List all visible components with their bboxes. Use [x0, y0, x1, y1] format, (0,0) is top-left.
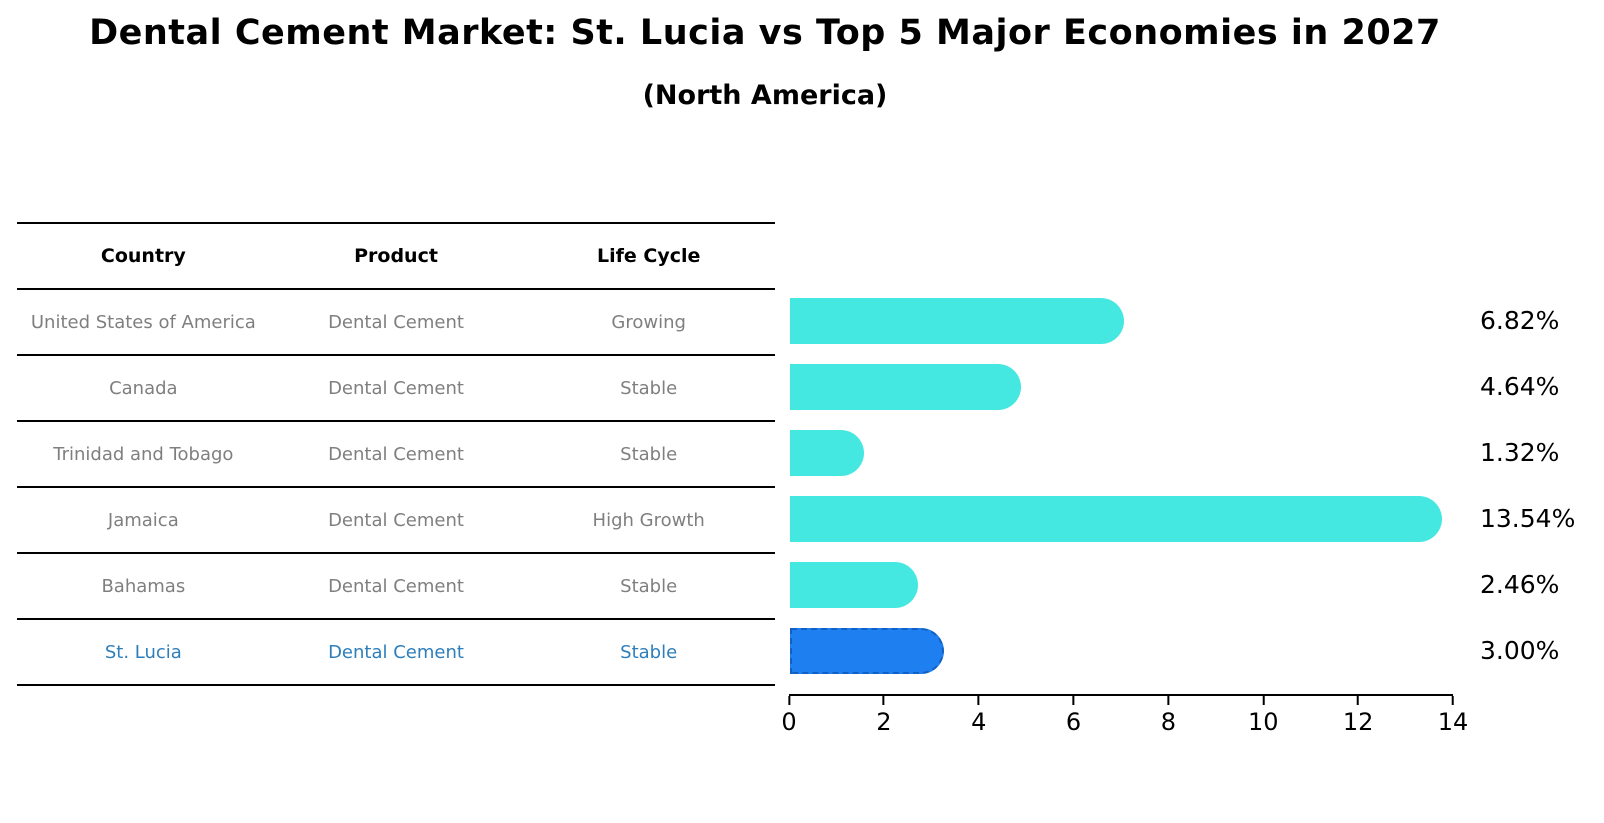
x-tick-label: 2	[876, 708, 892, 736]
table-row-usa: United States of America Dental Cement G…	[17, 288, 775, 354]
life-cycle-cell: Growing	[611, 311, 686, 333]
country-cell: St. Lucia	[104, 641, 182, 663]
x-tick-label: 14	[1437, 708, 1469, 736]
bar-bahamas	[790, 562, 918, 608]
x-tick-label: 12	[1342, 708, 1374, 736]
country-cell: Trinidad and Tobago	[53, 443, 234, 465]
life-cycle-cell: Stable	[620, 641, 678, 663]
tick-mark	[977, 696, 980, 705]
x-tick-label: 6	[1065, 708, 1082, 736]
tick-mark	[1357, 696, 1360, 705]
country-cell: Jamaica	[107, 509, 179, 531]
tick-mark	[788, 696, 790, 705]
table-header-row: Country Product Life Cycle	[17, 222, 775, 288]
x-tick-label: 0	[781, 708, 797, 736]
table-row-jamaica: Jamaica Dental Cement High Growth	[17, 486, 775, 552]
bar-value-label-jamaica: 13.54%	[1480, 504, 1576, 533]
bar-value-label-st-lucia: 3.00%	[1480, 636, 1560, 665]
x-axis-tick: 14	[1437, 696, 1469, 736]
tick-mark	[1072, 696, 1075, 705]
table-row-trinidad-and-tobago: Trinidad and Tobago Dental Cement Stable	[17, 420, 775, 486]
chart-title: Dental Cement Market: St. Lucia vs Top 5…	[89, 13, 1441, 53]
x-axis-tick: 6	[1066, 696, 1081, 736]
x-tick-label: 8	[1160, 708, 1177, 736]
x-axis-tick: 0	[781, 696, 797, 736]
bar-value-label-canada: 4.64%	[1480, 372, 1560, 401]
column-header-country: Country	[100, 245, 186, 267]
x-tick-label: 4	[971, 708, 987, 736]
x-axis-tick: 4	[971, 696, 986, 736]
x-axis-tick: 10	[1248, 696, 1279, 736]
tick-mark	[1451, 696, 1454, 705]
product-cell: Dental Cement	[328, 641, 464, 663]
chart-subtitle: (North America)	[642, 80, 888, 111]
life-cycle-cell: High Growth	[592, 509, 705, 531]
life-cycle-cell: Stable	[620, 377, 678, 399]
bar-row-bahamas: 2.46%	[790, 552, 1559, 618]
table-row-bahamas: Bahamas Dental Cement Stable	[17, 552, 775, 618]
x-axis-tick: 2	[876, 696, 891, 736]
bar-trinidad-and-tobago	[790, 430, 864, 476]
bar-row-st-lucia: 3.00%	[790, 618, 1559, 684]
product-cell: Dental Cement	[328, 377, 464, 399]
product-cell: Dental Cement	[328, 509, 464, 531]
column-header-product: Product	[354, 245, 438, 267]
bar-row-usa: 6.82%	[790, 288, 1559, 354]
bar-usa	[790, 298, 1124, 344]
bar-st-lucia-highlighted	[790, 628, 944, 674]
x-axis: 0 2 4 6 8 10 12 14	[781, 694, 1468, 744]
bar-row-trinidad-and-tobago: 1.32%	[790, 420, 1559, 486]
x-axis-tick: 12	[1342, 696, 1374, 736]
bar-value-label-bahamas: 2.46%	[1480, 570, 1560, 599]
country-info-table: Country Product Life Cycle United States…	[17, 222, 775, 686]
table-row-canada: Canada Dental Cement Stable	[17, 354, 775, 420]
country-cell: United States of America	[30, 311, 256, 333]
country-cell: Canada	[109, 377, 178, 399]
life-cycle-cell: Stable	[620, 575, 678, 597]
bar-canada	[790, 364, 1021, 410]
product-cell: Dental Cement	[328, 443, 464, 465]
bar-jamaica	[790, 496, 1442, 542]
x-axis-tick: 8	[1161, 696, 1176, 736]
bar-row-jamaica: 13.54%	[790, 486, 1575, 552]
x-tick-label: 10	[1248, 708, 1279, 736]
country-cell: Bahamas	[101, 575, 186, 597]
bar-row-canada: 4.64%	[790, 354, 1559, 420]
product-cell: Dental Cement	[328, 575, 464, 597]
tick-mark	[1262, 696, 1265, 705]
tick-mark	[882, 696, 885, 705]
tick-mark	[1167, 696, 1170, 705]
horizontal-bar-chart: 6.82% 4.64% 1.32% 13.54% 2.46% 3.00%	[790, 288, 1575, 684]
bar-value-label-trinidad-and-tobago: 1.32%	[1480, 438, 1560, 467]
table-row-st-lucia: St. Lucia Dental Cement Stable	[17, 618, 775, 684]
life-cycle-cell: Stable	[620, 443, 678, 465]
bar-value-label-usa: 6.82%	[1480, 306, 1560, 335]
product-cell: Dental Cement	[328, 311, 464, 333]
column-header-life-cycle: Life Cycle	[596, 245, 701, 267]
